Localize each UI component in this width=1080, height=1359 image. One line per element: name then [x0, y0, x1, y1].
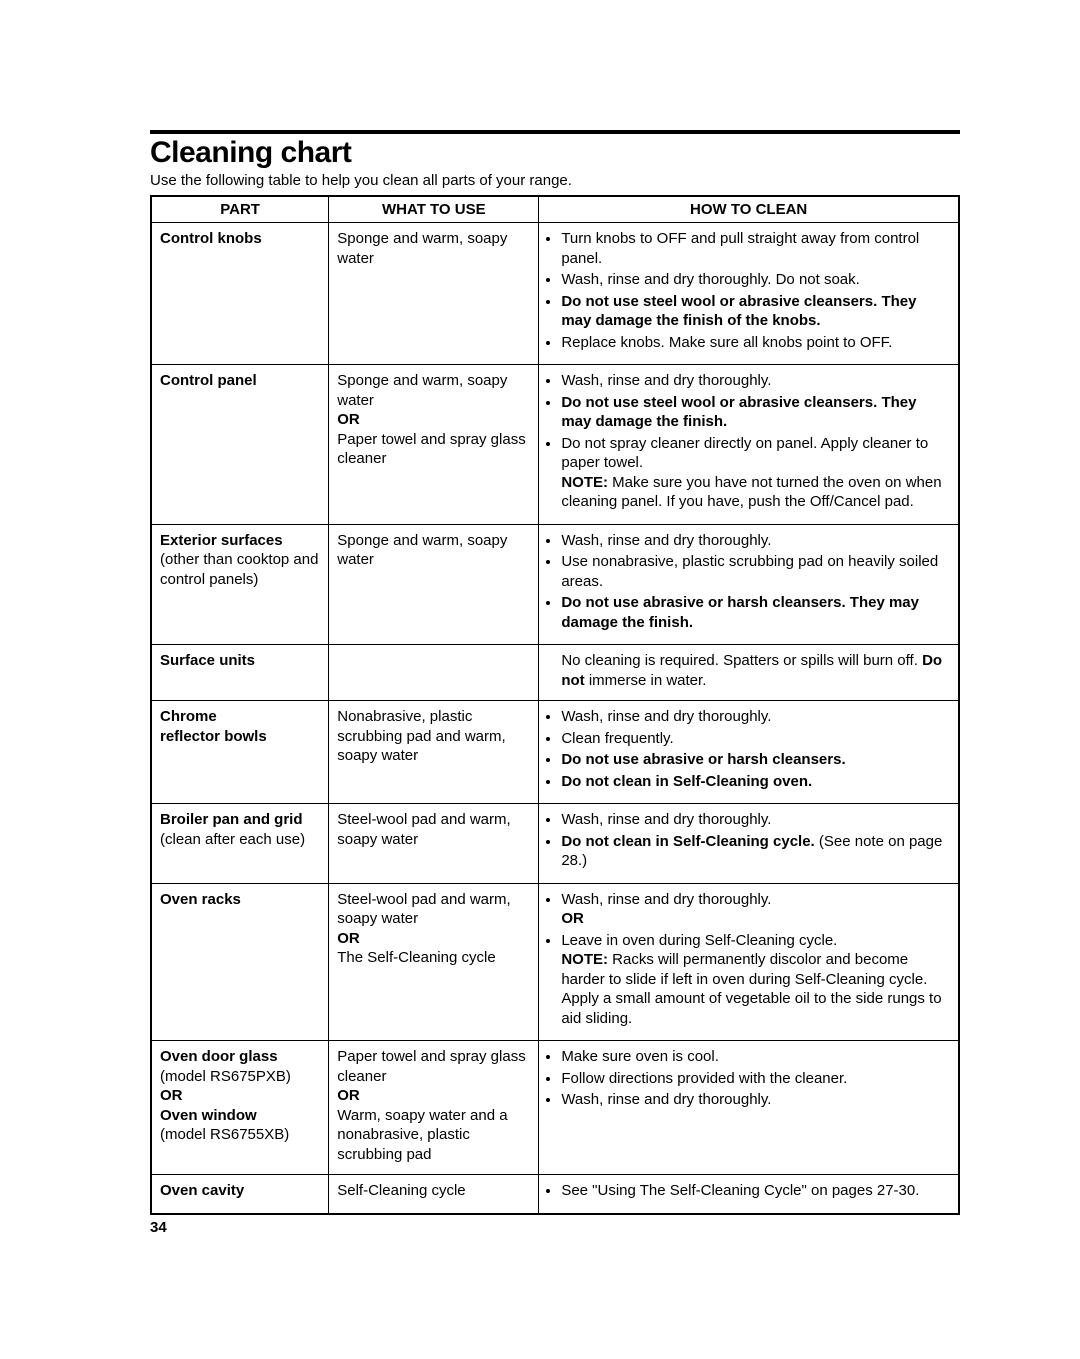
cell-use: Self-Cleaning cycle: [329, 1175, 539, 1214]
cell-part: Oven cavity: [151, 1175, 329, 1214]
table-row: Control panelSponge and warm, soapy wate…: [151, 365, 959, 525]
table-body: Control knobsSponge and warm, soapy wate…: [151, 223, 959, 1214]
cell-part: Broiler pan and grid(clean after each us…: [151, 804, 329, 884]
cell-part: Surface units: [151, 645, 329, 701]
cell-use: Sponge and warm, soapy waterORPaper towe…: [329, 365, 539, 525]
cell-how: Make sure oven is cool.Follow directions…: [539, 1041, 959, 1175]
table-row: Broiler pan and grid(clean after each us…: [151, 804, 959, 884]
table-row: Surface units No cleaning is required. Sp…: [151, 645, 959, 701]
cell-how: See "Using The Self-Cleaning Cycle" on p…: [539, 1175, 959, 1214]
header-part: PART: [151, 196, 329, 223]
table-row: Control knobsSponge and warm, soapy wate…: [151, 223, 959, 365]
cell-use: [329, 645, 539, 701]
cell-how: Wash, rinse and dry thoroughly.Do not cl…: [539, 804, 959, 884]
cell-use: Paper towel and spray glass cleanerORWar…: [329, 1041, 539, 1175]
cell-part: Control panel: [151, 365, 329, 525]
page-title: Cleaning chart: [150, 136, 960, 170]
cell-how: Wash, rinse and dry thoroughly.Do not us…: [539, 365, 959, 525]
cell-part: Chromereflector bowls: [151, 701, 329, 804]
cell-part: Control knobs: [151, 223, 329, 365]
table-header-row: PART WHAT TO USE HOW TO CLEAN: [151, 196, 959, 223]
intro-text: Use the following table to help you clea…: [150, 172, 960, 189]
top-rule: [150, 130, 960, 134]
table-row: Oven cavitySelf-Cleaning cycleSee "Using…: [151, 1175, 959, 1214]
cell-how: Wash, rinse and dry thoroughly.Clean fre…: [539, 701, 959, 804]
cell-how: Turn knobs to OFF and pull straight away…: [539, 223, 959, 365]
table-row: Chromereflector bowlsNonabrasive, plasti…: [151, 701, 959, 804]
table-row: Oven racksSteel-wool pad and warm, soapy…: [151, 883, 959, 1041]
cell-use: Steel-wool pad and warm, soapy waterORTh…: [329, 883, 539, 1041]
page-number: 34: [150, 1219, 960, 1236]
cell-part: Oven racks: [151, 883, 329, 1041]
cell-use: Steel-wool pad and warm, soapy water: [329, 804, 539, 884]
header-use: WHAT TO USE: [329, 196, 539, 223]
cell-use: Sponge and warm, soapy water: [329, 524, 539, 645]
header-how: HOW TO CLEAN: [539, 196, 959, 223]
table-row: Oven door glass(model RS675PXB)OROven wi…: [151, 1041, 959, 1175]
cell-part: Exterior surfaces(other than cooktop and…: [151, 524, 329, 645]
cleaning-table: PART WHAT TO USE HOW TO CLEAN Control kn…: [150, 195, 960, 1215]
cell-how: Wash, rinse and dry thoroughly.ORLeave i…: [539, 883, 959, 1041]
cell-how: No cleaning is required. Spatters or spi…: [539, 645, 959, 701]
document-page: Cleaning chart Use the following table t…: [0, 0, 1080, 1296]
cell-how: Wash, rinse and dry thoroughly.Use nonab…: [539, 524, 959, 645]
cell-part: Oven door glass(model RS675PXB)OROven wi…: [151, 1041, 329, 1175]
table-row: Exterior surfaces(other than cooktop and…: [151, 524, 959, 645]
cell-use: Sponge and warm, soapy water: [329, 223, 539, 365]
cell-use: Nonabrasive, plastic scrubbing pad and w…: [329, 701, 539, 804]
